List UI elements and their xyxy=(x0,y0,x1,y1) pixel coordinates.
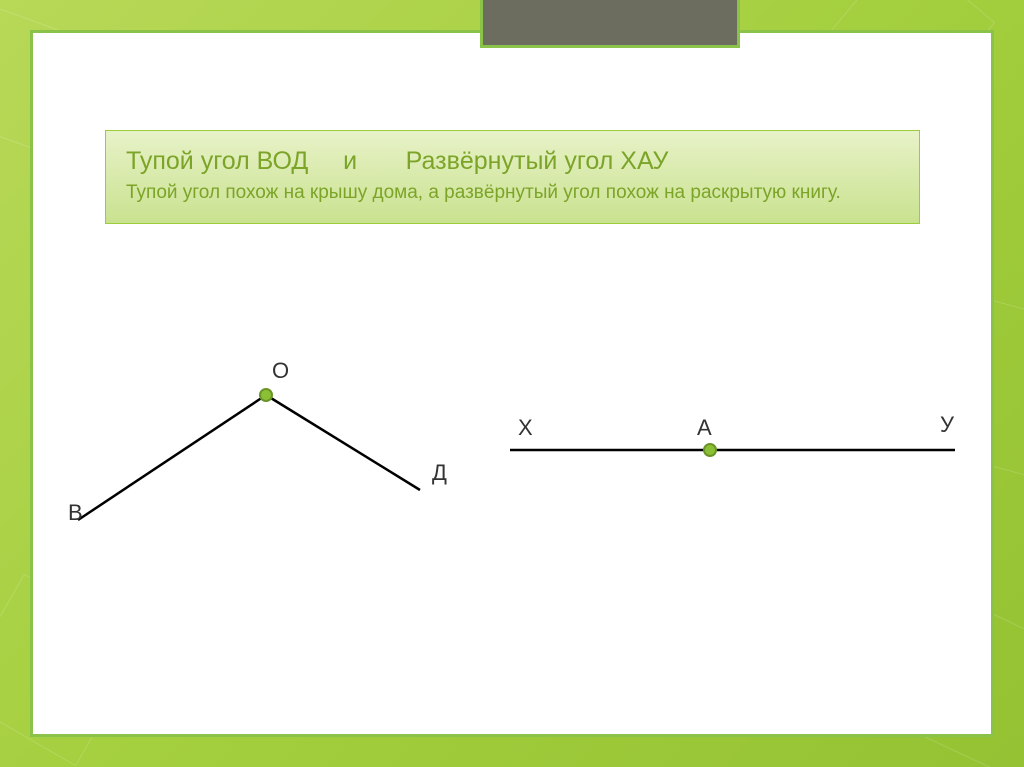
title-main: Тупой угол ВОД и Развёрнутый угол ХАУ xyxy=(126,145,899,179)
title-box: Тупой угол ВОД и Развёрнутый угол ХАУ Ту… xyxy=(105,130,920,224)
title-subtitle: Тупой угол похож на крышу дома, а развёр… xyxy=(126,181,899,206)
top-decor-bar xyxy=(480,0,740,48)
